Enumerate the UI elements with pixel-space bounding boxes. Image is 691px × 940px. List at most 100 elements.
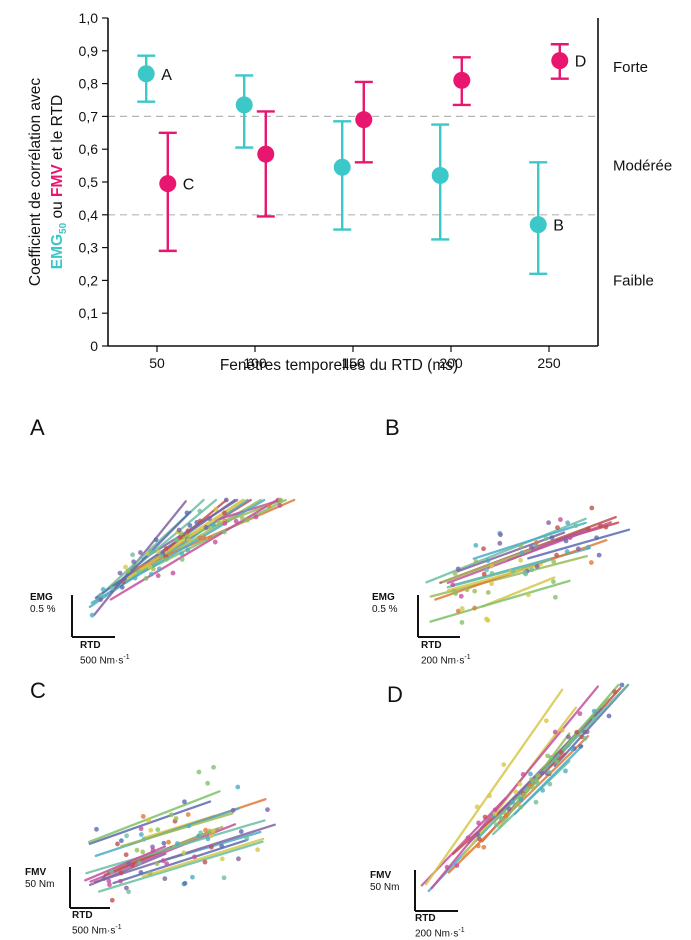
scatter-point [154,861,160,867]
scatter-point [238,829,244,834]
scatter-point [525,592,531,598]
scatter-point [89,612,95,618]
scatter-point [578,743,584,749]
scatter-point [181,850,187,856]
scatter-point [216,519,222,525]
scatter-point [109,869,115,875]
scatter-point [582,735,588,741]
scatter-point [156,549,161,555]
scatter-point [520,772,526,777]
scatter-point [122,576,127,582]
scatter-point [585,544,591,550]
scatter-point [203,525,209,530]
scatter-point [146,817,151,823]
series-FMV [158,43,569,253]
scatter-point [210,828,216,834]
regression-line [430,685,599,890]
regression-line [429,555,588,598]
scatter-point [205,780,211,786]
scatter-point [591,716,597,722]
scatter-point [567,535,573,541]
x-scale-label: RTD 500 Nm·s-1 [80,640,130,667]
scatter-point [235,784,241,790]
scatter-point [489,581,495,587]
scatter-point [186,823,192,829]
scatter-point [518,797,524,803]
scatter-point [173,816,179,821]
y-scale-label: EMG 0.5 % [30,592,56,616]
data-point [431,166,449,184]
x-scale-exp: -1 [115,924,122,931]
scatter-point [265,807,270,813]
point-label: A [161,67,172,84]
scatter-point [119,584,125,590]
scatter-point [558,517,563,522]
x-scale-exp: -1 [458,927,465,934]
panel-d: D FMV 50 Nm RTD 200 Nm·s-1 [345,670,691,939]
x-axis-title: Fenêtres temporelles du RTD (ms) [220,357,458,374]
regression-line [424,688,564,886]
scatter-point [559,727,565,733]
scatter-point [170,570,176,576]
scatter-point [141,836,147,842]
scatter-point [473,559,479,564]
scatter-point [603,524,609,530]
scatter-point [123,564,128,570]
x-scale-unit: ·s [107,925,116,937]
scatter-point [494,822,499,828]
x-tick-label: 50 [149,355,165,371]
y-scale-value: 0.5 % [372,604,398,615]
scatter-point [208,844,214,850]
scatter-point [529,544,534,550]
scatter-point [201,535,207,541]
scatter-point [140,814,146,819]
scatter-point [164,556,169,562]
scatter-point [94,826,99,832]
y-tick-label: 0,8 [79,76,99,92]
y-tick-label: 1,0 [79,10,99,26]
scatter-point [591,708,597,714]
scatter-point [619,682,625,688]
panel-letter: B [385,415,400,440]
scatter-point [485,558,491,563]
scatter-point [202,859,208,865]
scatter-point [481,844,487,850]
scatter-point [535,773,540,778]
regression-lines [88,498,296,616]
y-scale-label: FMV 50 Nm [370,870,399,894]
scatter-point [255,847,261,853]
scatter-points [89,497,283,618]
scatter-points [444,682,625,870]
scatter-point [209,833,214,839]
scatter-point [564,549,570,554]
data-point [159,175,177,193]
scatter-point [548,755,554,760]
scatter-point [513,789,519,795]
scatter-point [594,535,599,541]
x-scale-exp: -1 [123,654,130,661]
x-tick-label: 100 [243,355,267,371]
y-title-end: et le RTD [49,95,66,165]
regression-line [481,576,556,608]
scatter-point [123,852,129,858]
scatter-point [185,547,191,553]
point-label: D [575,54,587,71]
scatter-point [197,518,203,524]
scatter-point [130,862,136,868]
scatter-point [497,540,503,546]
y-scale-title: FMV [370,870,392,881]
scatter-point [136,860,142,866]
regression-line [97,840,264,893]
scatter-point [534,564,540,569]
x-scale-title: RTD [421,640,442,651]
regression-line [447,735,590,874]
scatter-point [179,551,185,557]
y-ticks: 0 0,1 0,2 0,3 0,4 0,5 0,6 0,7 0,8 0,9 1,0 [79,10,108,354]
scatter-point [244,517,250,523]
y-axis-title-line2: EMG50 ou FMV et le RTD [49,95,69,270]
scatter-point [244,836,250,841]
scatter-point [148,571,154,577]
scatter-point [207,828,213,834]
scatter-point [465,835,471,841]
y-title-emg: EMG [49,234,66,269]
